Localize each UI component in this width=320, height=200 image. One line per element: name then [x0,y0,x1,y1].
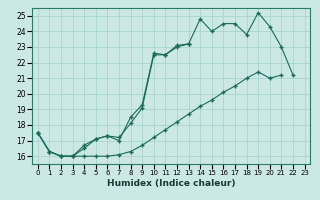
X-axis label: Humidex (Indice chaleur): Humidex (Indice chaleur) [107,179,236,188]
